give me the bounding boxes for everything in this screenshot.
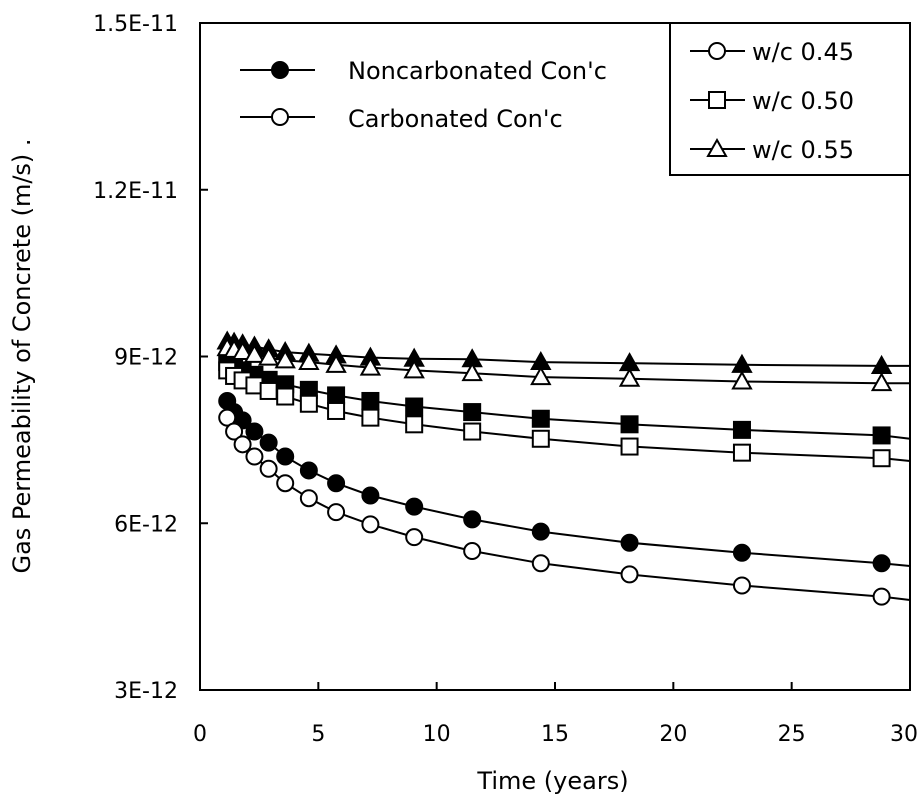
data-point (327, 474, 346, 493)
data-point (461, 362, 483, 382)
data-point (620, 565, 639, 584)
data-point (231, 341, 254, 361)
y-tick-label: 1.2E-11 (93, 179, 178, 204)
data-point (276, 474, 295, 493)
data-point (359, 356, 382, 376)
data-point (531, 429, 550, 448)
data-point (276, 387, 295, 406)
data-point (872, 426, 891, 445)
data-point (531, 554, 550, 573)
data-point (361, 515, 380, 534)
data-point (531, 522, 550, 541)
x-tick-label: 10 (423, 722, 451, 747)
data-point (245, 422, 264, 441)
data-point (872, 554, 891, 573)
x-tick-label: 20 (659, 722, 687, 747)
data-point (463, 422, 482, 441)
data-point (403, 359, 425, 379)
data-point (463, 403, 482, 422)
data-point (327, 503, 346, 522)
data-point (325, 353, 347, 373)
x-tick-label: 30 (890, 722, 918, 747)
legend-wc: w/c 0.45 w/c 0.50 w/c 0.55 (669, 22, 911, 176)
data-point (298, 351, 320, 371)
data-point (732, 420, 751, 439)
data-point (299, 489, 318, 508)
data-point (257, 346, 280, 366)
data-point (872, 587, 891, 606)
data-point (405, 528, 424, 547)
data-point (731, 370, 753, 390)
data-point (618, 367, 641, 387)
data-point (405, 415, 424, 434)
data-point (259, 381, 278, 400)
y-tick-label: 3E-12 (114, 679, 178, 704)
x-tick-label: 15 (541, 722, 569, 747)
data-point (243, 343, 266, 363)
data-point (259, 459, 278, 478)
legend-item-wc-045: w/c 0.45 (690, 38, 854, 66)
y-axis-title: Gas Permeability of Concrete (m/s) . (8, 138, 36, 573)
data-point (620, 415, 639, 434)
data-point (276, 447, 295, 466)
data-point (872, 449, 891, 468)
data-point (218, 408, 237, 427)
data-point (327, 401, 346, 420)
legend-label-wc-045: w/c 0.45 (752, 38, 854, 66)
data-point (225, 422, 244, 441)
x-tick-label: 0 (193, 722, 207, 747)
data-point (732, 576, 751, 595)
data-point (732, 443, 751, 462)
data-point (361, 486, 380, 505)
data-point (732, 543, 751, 562)
data-point (233, 435, 252, 454)
data-point (530, 366, 552, 386)
legend-marker-square (708, 91, 726, 109)
data-point (405, 397, 424, 416)
legend-item-carbonated: Carbonated Con'c (240, 105, 563, 133)
data-point (259, 433, 278, 452)
data-point (463, 542, 482, 561)
data-point (620, 437, 639, 456)
legend-label-carbonated: Carbonated Con'c (348, 105, 563, 133)
data-point (463, 510, 482, 529)
y-axis: 3E-12 6E-12 9E-12 1.2E-11 1.5E-11 (93, 12, 208, 704)
data-point (361, 391, 380, 410)
data-point (870, 372, 893, 392)
legend-condition: Noncarbonated Con'c Carbonated Con'c (240, 57, 607, 133)
x-axis: 0 5 10 15 20 25 30 (193, 682, 918, 747)
data-point (299, 394, 318, 413)
x-axis-title: Time (years) (476, 767, 628, 795)
data-point (405, 497, 424, 516)
series-markers (216, 330, 893, 606)
legend-label-noncarbonated: Noncarbonated Con'c (348, 57, 607, 85)
legend-label-wc-050: w/c 0.50 (752, 87, 854, 115)
data-point (245, 447, 264, 466)
x-tick-label: 25 (778, 722, 806, 747)
legend-marker-filled-circle (271, 61, 289, 79)
y-tick-label: 1.5E-11 (93, 12, 178, 37)
legend-item-wc-050: w/c 0.50 (690, 87, 854, 115)
legend-item-noncarbonated: Noncarbonated Con'c (240, 57, 607, 85)
legend-marker-open-circle (271, 108, 289, 126)
data-point (531, 409, 550, 428)
data-point (620, 533, 639, 552)
data-point (299, 461, 318, 480)
data-point (274, 349, 296, 369)
data-point (361, 408, 380, 427)
legend-marker-circle (708, 42, 726, 60)
y-tick-label: 6E-12 (114, 512, 178, 537)
y-tick-label: 9E-12 (114, 346, 178, 371)
legend-item-wc-055: w/c 0.55 (690, 136, 854, 164)
legend-marker-triangle (706, 137, 728, 157)
data-point (327, 386, 346, 405)
x-tick-label: 5 (311, 722, 325, 747)
legend-label-wc-055: w/c 0.55 (752, 136, 854, 164)
